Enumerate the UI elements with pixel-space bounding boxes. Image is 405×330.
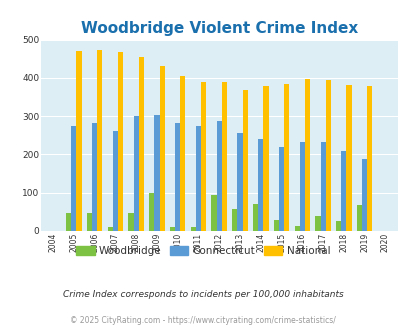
Bar <box>149 193 154 231</box>
Bar <box>252 204 258 231</box>
Bar <box>92 123 97 231</box>
Text: © 2025 CityRating.com - https://www.cityrating.com/crime-statistics/: © 2025 CityRating.com - https://www.city… <box>70 316 335 325</box>
Bar <box>180 76 185 231</box>
Bar <box>133 116 139 231</box>
Text: Crime Index corresponds to incidents per 100,000 inhabitants: Crime Index corresponds to incidents per… <box>62 290 343 299</box>
Bar <box>71 126 76 231</box>
Bar <box>190 227 195 231</box>
Bar <box>232 209 237 231</box>
Bar <box>107 227 113 231</box>
Bar <box>273 220 278 231</box>
Bar <box>258 139 263 231</box>
Bar <box>320 142 325 231</box>
Bar <box>345 85 351 231</box>
Bar <box>76 51 81 231</box>
Bar <box>159 66 164 231</box>
Bar <box>128 213 133 231</box>
Bar <box>113 131 118 231</box>
Bar <box>200 82 206 231</box>
Bar <box>175 123 180 231</box>
Bar <box>221 82 226 231</box>
Bar <box>118 52 123 231</box>
Bar <box>325 80 330 231</box>
Bar <box>341 151 345 231</box>
Bar <box>304 79 309 231</box>
Title: Woodbridge Violent Crime Index: Woodbridge Violent Crime Index <box>81 21 357 36</box>
Bar <box>195 126 200 231</box>
Bar <box>299 142 304 231</box>
Bar <box>66 213 71 231</box>
Bar <box>335 221 341 231</box>
Bar <box>367 85 371 231</box>
Bar <box>263 86 268 231</box>
Bar <box>216 121 221 231</box>
Bar <box>242 90 247 231</box>
Bar <box>284 84 289 231</box>
Bar <box>294 226 299 231</box>
Bar <box>97 50 102 231</box>
Bar <box>361 159 367 231</box>
Bar <box>154 115 159 231</box>
Bar <box>356 205 361 231</box>
Bar <box>237 133 242 231</box>
Bar <box>139 57 144 231</box>
Bar <box>169 227 175 231</box>
Bar <box>87 213 92 231</box>
Bar <box>315 216 320 231</box>
Bar <box>211 195 216 231</box>
Bar <box>278 147 284 231</box>
Legend: Woodbridge, Connecticut, National: Woodbridge, Connecticut, National <box>71 242 334 260</box>
